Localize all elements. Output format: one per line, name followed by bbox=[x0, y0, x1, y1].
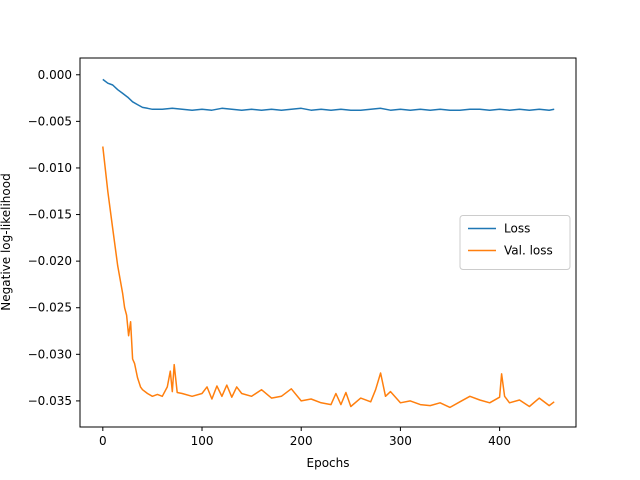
y-axis-ticks: 0.000 −0.005 −0.010 −0.015 −0.020 −0.025 −0.03… bbox=[28, 68, 80, 408]
y-tick-label: −0.025 bbox=[28, 301, 72, 315]
y-tick-label: −0.030 bbox=[28, 347, 72, 361]
x-tick-label: 100 bbox=[191, 434, 214, 448]
y-tick-label: 0.000 bbox=[38, 68, 72, 82]
y-tick-label: −0.005 bbox=[28, 114, 72, 128]
x-axis-title: Epochs bbox=[307, 456, 350, 470]
legend: Loss Val. loss bbox=[459, 215, 571, 270]
x-axis-ticks: 0 100 200 300 400 bbox=[99, 427, 511, 448]
y-tick-label: −0.010 bbox=[28, 161, 72, 175]
x-tick-label: 0 bbox=[99, 434, 107, 448]
y-tick-label: −0.035 bbox=[28, 394, 72, 408]
y-axis-title: Negative log-likelihood bbox=[0, 173, 13, 310]
x-tick-label: 200 bbox=[290, 434, 313, 448]
y-tick-label: −0.020 bbox=[28, 254, 72, 268]
y-tick-label: −0.015 bbox=[28, 208, 72, 222]
x-tick-label: 400 bbox=[488, 434, 511, 448]
series-line-1 bbox=[102, 146, 555, 409]
series-line-0 bbox=[102, 78, 555, 111]
legend-label-0: Loss bbox=[504, 222, 530, 236]
x-tick-label: 300 bbox=[389, 434, 412, 448]
legend-label-1: Val. loss bbox=[504, 244, 553, 258]
plot-lines bbox=[102, 78, 555, 409]
axes-frame bbox=[79, 57, 577, 428]
